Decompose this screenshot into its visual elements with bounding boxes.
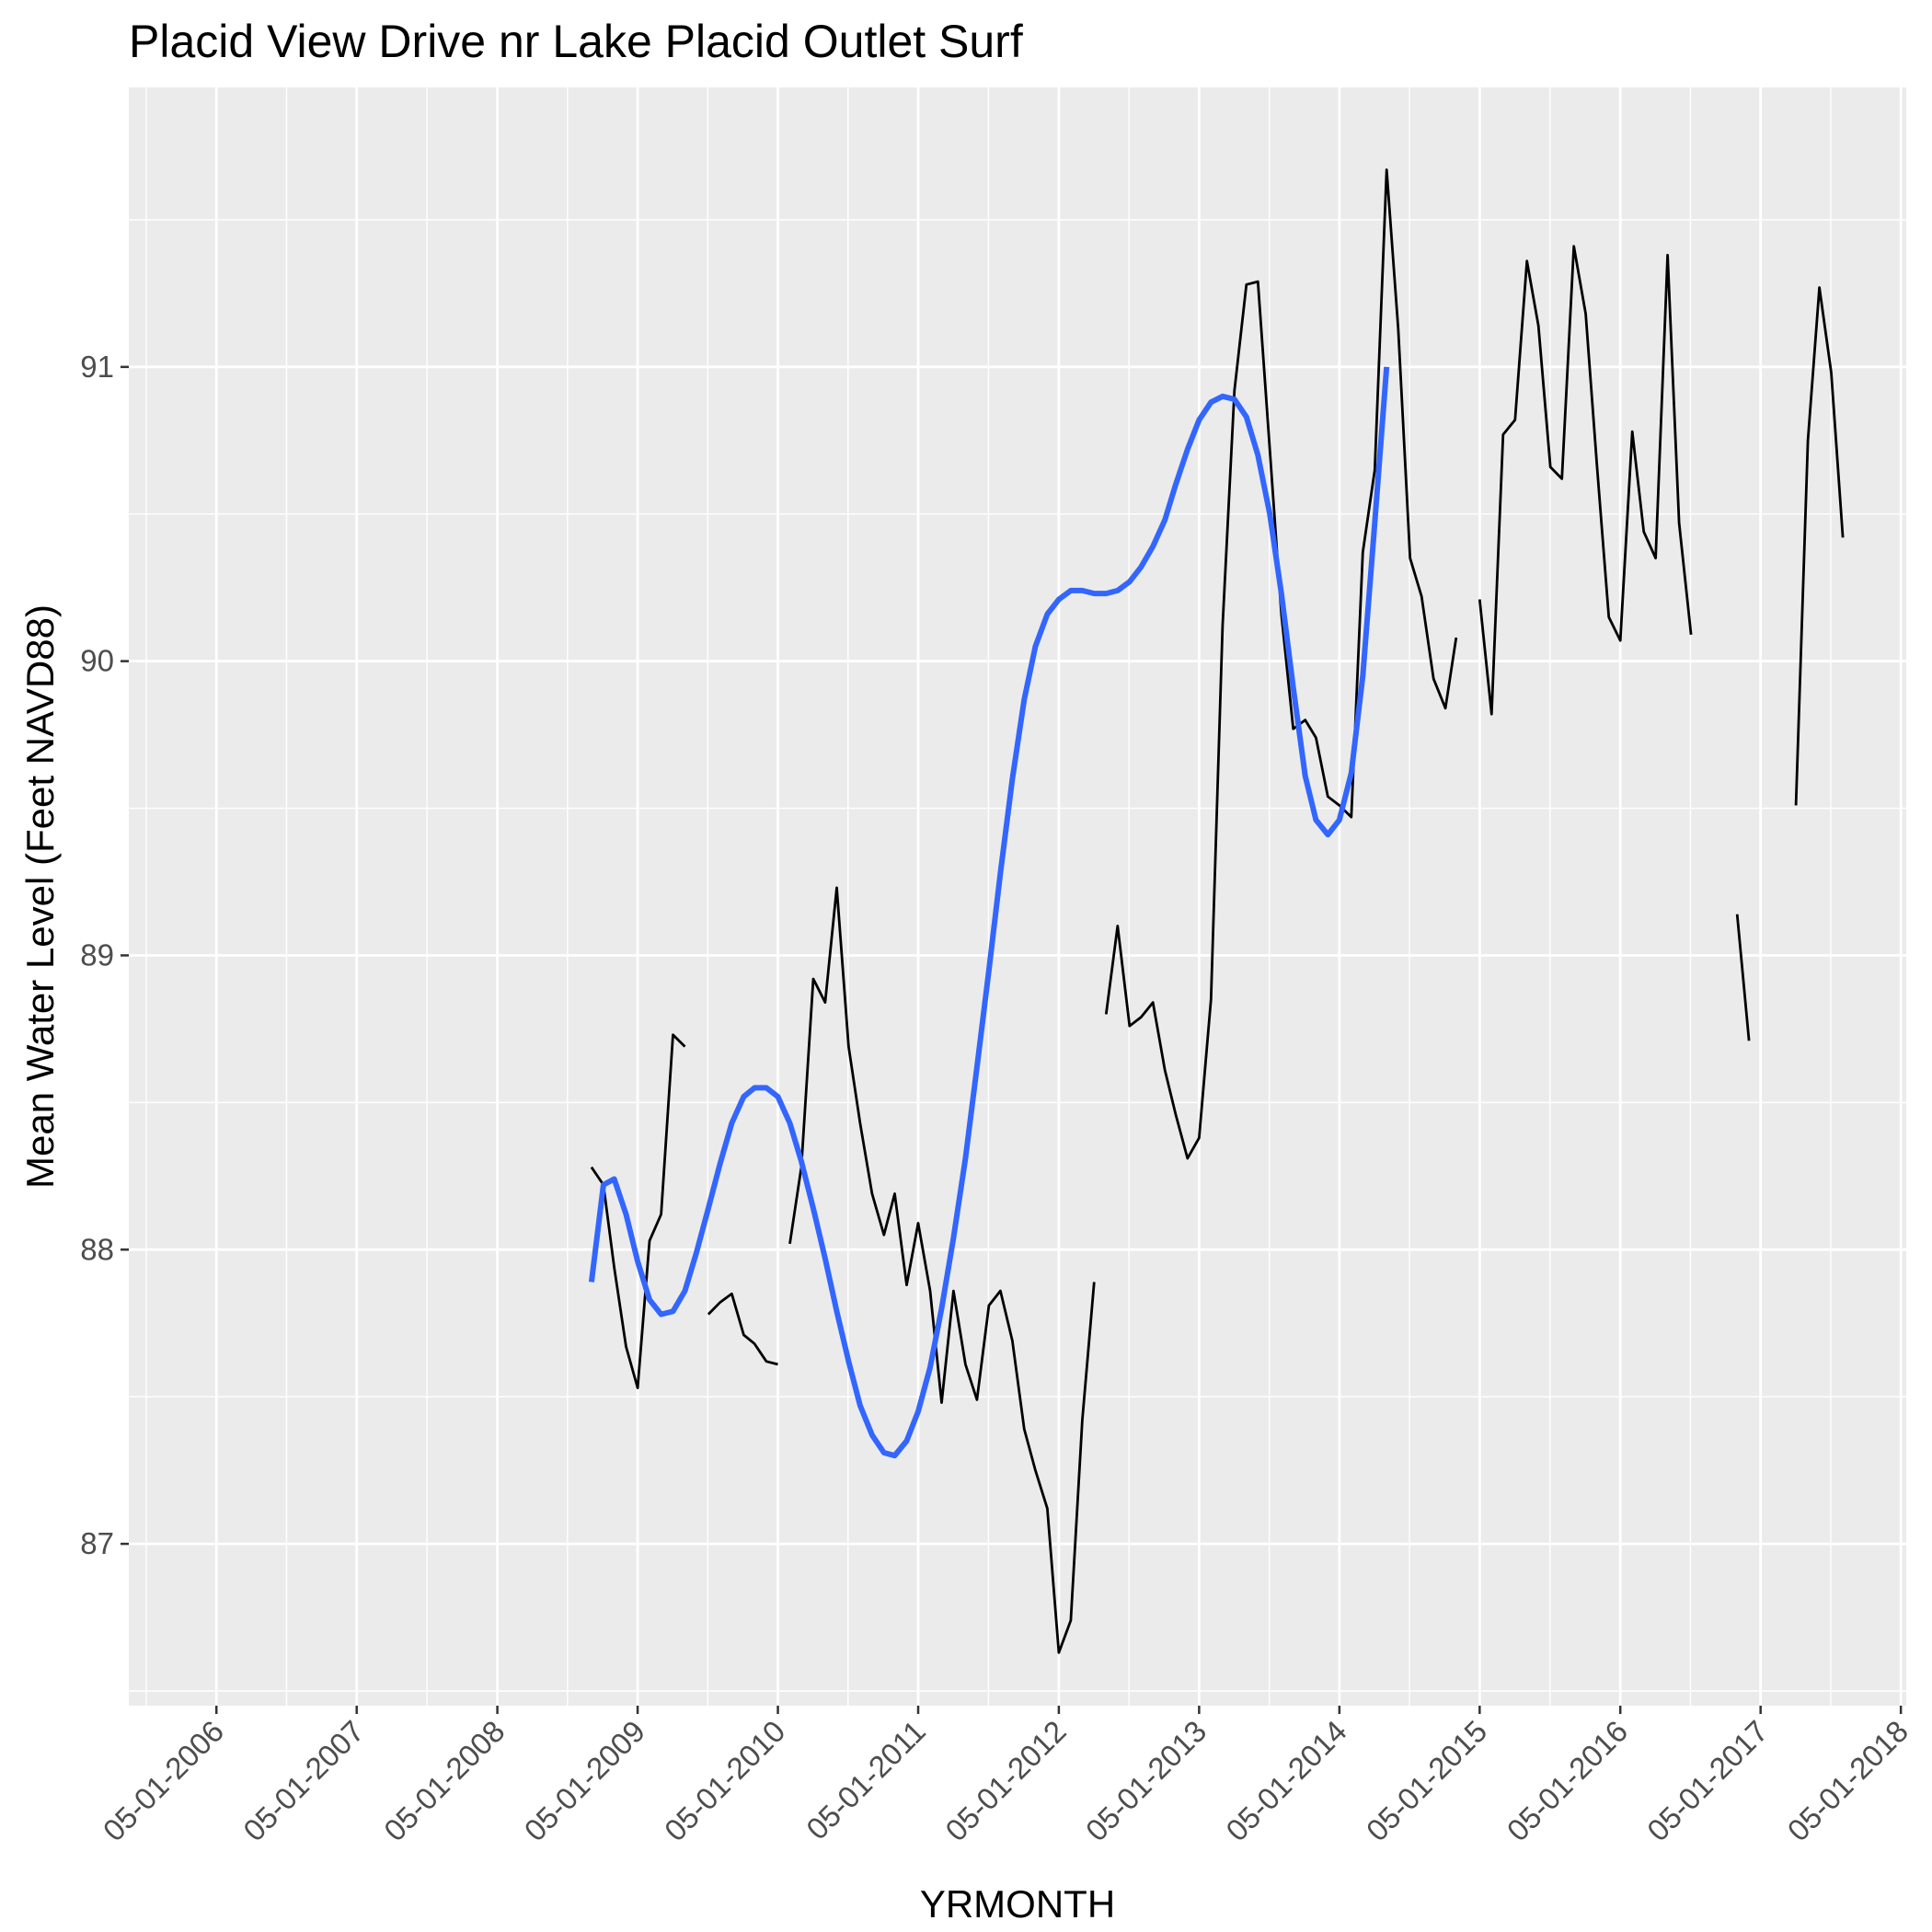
- observed-series: [590, 168, 1845, 1654]
- x-tick-label: 05-01-2012: [938, 1714, 1073, 1848]
- x-tick-label: 05-01-2011: [799, 1714, 932, 1846]
- chart-title: Placid View Drive nr Lake Placid Outlet …: [129, 16, 1023, 67]
- x-tick-label: 05-01-2008: [377, 1714, 512, 1848]
- y-tick-label: 90: [80, 644, 114, 678]
- y-tick-label: 91: [80, 350, 114, 384]
- x-axis: 05-01-2006 05-01-2007 05-01-2008 05-01-2009…: [97, 1706, 1915, 1847]
- y-tick-label: 87: [80, 1526, 114, 1560]
- y-tick-label: 89: [80, 937, 114, 972]
- x-tick-label: 05-01-2018: [1781, 1714, 1915, 1848]
- x-tick-label: 05-01-2010: [658, 1714, 792, 1848]
- observed-line-segment: [590, 1033, 686, 1389]
- x-tick-label: 05-01-2015: [1360, 1714, 1494, 1848]
- observed-line-segment: [1478, 245, 1693, 716]
- x-tick-label: 05-01-2017: [1640, 1714, 1775, 1848]
- observed-line-segment: [1794, 286, 1845, 806]
- observed-line-segment: [1735, 914, 1751, 1041]
- x-tick-label: 05-01-2013: [1079, 1714, 1213, 1848]
- x-tick-label: 05-01-2014: [1219, 1714, 1353, 1848]
- observed-line-segment: [788, 886, 1096, 1654]
- y-axis-title: Mean Water Level (Feet NAVD88): [18, 604, 62, 1189]
- x-tick-label: 05-01-2009: [517, 1714, 651, 1848]
- minor-gridlines: [129, 87, 1906, 1706]
- x-tick-label: 05-01-2006: [97, 1714, 231, 1848]
- observed-line-segment: [707, 1292, 778, 1366]
- x-axis-title: YRMONTH: [920, 1882, 1115, 1926]
- smooth-trend-line: [588, 366, 1390, 1459]
- x-tick-label: 05-01-2007: [236, 1714, 371, 1848]
- y-axis: 87 88 89 90 91: [80, 350, 129, 1560]
- major-gridlines: [129, 87, 1906, 1706]
- x-tick-label: 05-01-2016: [1501, 1714, 1635, 1848]
- smooth-trend-series: [588, 366, 1390, 1459]
- y-tick-label: 88: [80, 1232, 114, 1266]
- plot-panel: [129, 87, 1906, 1706]
